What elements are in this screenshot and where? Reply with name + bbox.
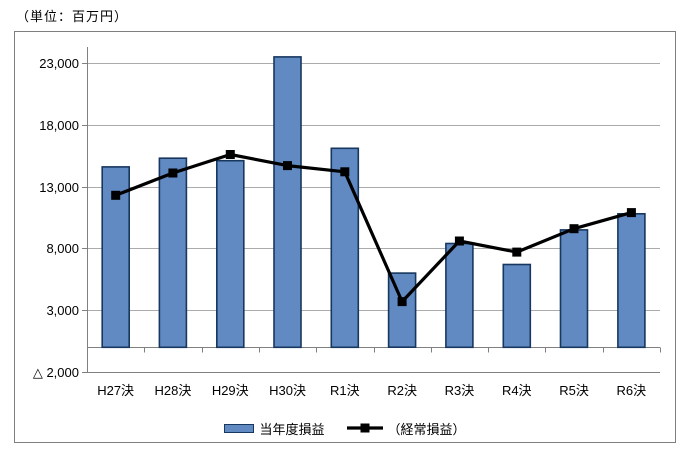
y-axis-tick-label: △ 2,000 bbox=[32, 364, 79, 380]
line-marker bbox=[225, 150, 235, 159]
legend-marker bbox=[360, 423, 369, 433]
x-axis-category-label: H28決 bbox=[154, 383, 192, 398]
y-axis-tick-label: 13,000 bbox=[39, 179, 79, 195]
x-axis-category-label: H30決 bbox=[269, 383, 306, 398]
line-series-swatch-icon bbox=[346, 423, 383, 433]
bar bbox=[158, 157, 188, 349]
legend-label-line-series: （経常損益） bbox=[387, 421, 466, 437]
bar bbox=[273, 56, 302, 349]
bar bbox=[330, 147, 360, 349]
line-marker bbox=[512, 247, 522, 257]
bar bbox=[502, 263, 532, 349]
bar bbox=[445, 242, 474, 349]
line-marker bbox=[397, 297, 407, 307]
line-marker bbox=[111, 190, 121, 200]
x-axis-category-label: R2決 bbox=[387, 383, 417, 398]
legend: 当年度損益 （経常損益） bbox=[15, 418, 675, 438]
x-axis-category-label: R1決 bbox=[330, 383, 360, 398]
line-marker bbox=[283, 161, 292, 171]
x-axis-category-label: R3決 bbox=[444, 383, 475, 398]
x-axis-category-label: H27決 bbox=[97, 383, 135, 398]
unit-label: （単位：百万円） bbox=[16, 9, 129, 24]
line-marker bbox=[340, 167, 350, 177]
bar bbox=[617, 213, 646, 349]
y-axis-tick-label: 8,000 bbox=[46, 240, 79, 256]
line-series bbox=[114, 152, 634, 304]
legend-label-bar-series: 当年度損益 bbox=[259, 421, 325, 437]
x-axis-category-label: R5決 bbox=[559, 383, 589, 398]
legend-item-line-series: （経常損益） bbox=[346, 419, 466, 438]
x-axis-category-label: R6決 bbox=[616, 383, 647, 398]
line-marker bbox=[569, 224, 579, 234]
chart-area: 23,000 18,000 13,000 8,000 3,000 △ 2,000 H27決… bbox=[14, 31, 676, 443]
x-axis-category-label: H29決 bbox=[211, 383, 249, 398]
line-marker bbox=[168, 168, 178, 178]
line-marker bbox=[626, 208, 636, 218]
bar bbox=[216, 159, 245, 349]
y-axis-tick-label: 18,000 bbox=[39, 117, 79, 133]
y-axis-tick-label: 3,000 bbox=[46, 302, 79, 318]
plot-canvas bbox=[82, 47, 661, 373]
bar bbox=[387, 272, 417, 349]
legend-item-bar-series: 当年度損益 bbox=[224, 419, 325, 438]
bar bbox=[559, 229, 589, 349]
x-axis-category-label: R4決 bbox=[501, 383, 532, 398]
line-marker bbox=[454, 236, 464, 246]
bar-series-swatch-icon bbox=[224, 423, 255, 433]
y-axis-tick-label: 23,000 bbox=[39, 55, 79, 71]
